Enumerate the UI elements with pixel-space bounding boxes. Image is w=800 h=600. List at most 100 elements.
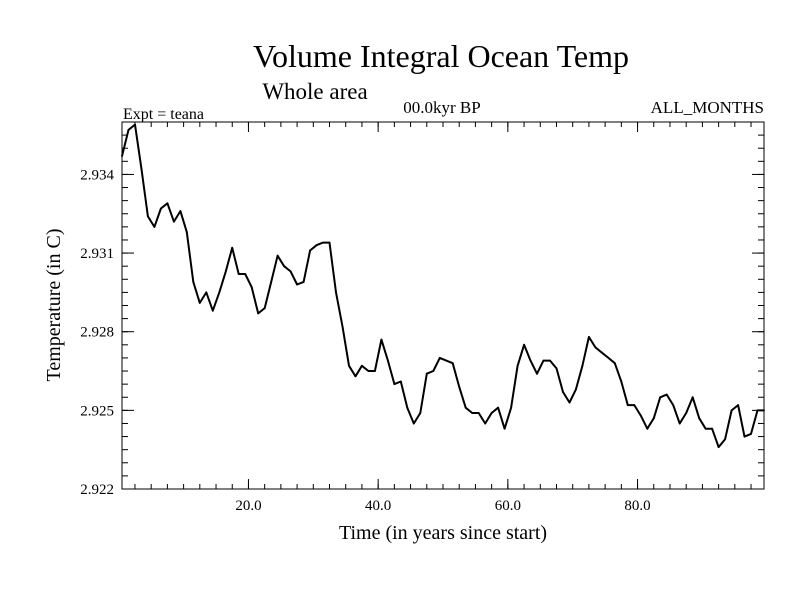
data-point bbox=[672, 404, 675, 406]
chart-subtitle: Whole area bbox=[262, 79, 367, 104]
data-point bbox=[302, 281, 305, 283]
y-tick-label: 2.925 bbox=[80, 403, 114, 419]
data-point bbox=[471, 412, 474, 414]
data-point bbox=[516, 364, 519, 367]
data-point bbox=[354, 375, 357, 378]
temperature-series-line bbox=[121, 123, 764, 449]
data-point bbox=[147, 215, 149, 218]
data-point bbox=[737, 404, 739, 406]
data-point bbox=[276, 254, 279, 257]
data-point bbox=[374, 370, 376, 372]
months-label: ALL_MONTHS bbox=[651, 98, 764, 117]
data-point bbox=[750, 433, 752, 435]
y-tick-label: 2.922 bbox=[80, 482, 114, 498]
x-tick-label: 80.0 bbox=[624, 498, 650, 514]
data-point bbox=[140, 168, 143, 171]
data-point bbox=[296, 283, 298, 286]
data-point bbox=[652, 417, 655, 420]
data-point bbox=[646, 427, 649, 430]
data-point bbox=[218, 291, 221, 294]
data-point bbox=[704, 427, 707, 430]
data-point bbox=[691, 396, 694, 399]
y-tick-label: 2.931 bbox=[80, 246, 114, 262]
data-point bbox=[665, 393, 668, 396]
data-point bbox=[153, 226, 156, 228]
data-point bbox=[711, 427, 713, 430]
data-point bbox=[250, 286, 253, 289]
data-point bbox=[432, 370, 435, 372]
data-point bbox=[367, 370, 370, 372]
data-point bbox=[134, 123, 136, 126]
data-point bbox=[678, 422, 681, 425]
data-point bbox=[438, 357, 441, 359]
experiment-label: Expt = teana bbox=[123, 106, 204, 123]
y-axis-label: Temperature (in C) bbox=[43, 229, 65, 382]
data-point bbox=[743, 435, 746, 438]
data-point bbox=[121, 155, 123, 158]
data-point bbox=[270, 281, 273, 283]
data-point bbox=[484, 422, 487, 425]
data-point bbox=[685, 412, 688, 414]
data-point bbox=[244, 273, 247, 275]
data-point bbox=[562, 391, 564, 393]
y-tick-label: 2.934 bbox=[80, 167, 114, 183]
data-point bbox=[464, 406, 467, 409]
data-point bbox=[425, 372, 428, 375]
data-point bbox=[179, 210, 182, 213]
data-point bbox=[166, 202, 169, 205]
data-point bbox=[198, 302, 201, 304]
data-point bbox=[211, 309, 214, 312]
data-point bbox=[341, 325, 344, 328]
data-point bbox=[536, 372, 538, 375]
data-point bbox=[361, 364, 363, 367]
data-point bbox=[659, 396, 662, 399]
data-point bbox=[335, 291, 337, 294]
data-point bbox=[445, 359, 448, 362]
data-point bbox=[380, 338, 383, 341]
data-point bbox=[412, 422, 415, 425]
data-point bbox=[639, 414, 642, 417]
data-point bbox=[503, 427, 506, 430]
data-point bbox=[289, 270, 292, 273]
data-point bbox=[231, 246, 234, 249]
data-point bbox=[458, 385, 461, 388]
data-point bbox=[406, 406, 409, 409]
data-point bbox=[185, 231, 188, 234]
data-point bbox=[626, 404, 629, 406]
data-point bbox=[490, 412, 493, 414]
data-point bbox=[224, 270, 227, 273]
data-point bbox=[763, 409, 765, 412]
chart-title: Volume Integral Ocean Temp bbox=[253, 38, 629, 74]
data-point bbox=[555, 367, 558, 370]
data-point bbox=[237, 273, 240, 275]
data-point bbox=[724, 438, 726, 441]
y-tick-label: 2.928 bbox=[80, 325, 114, 341]
data-point bbox=[257, 312, 260, 315]
data-points bbox=[121, 123, 765, 448]
data-point bbox=[607, 357, 610, 359]
data-point bbox=[581, 364, 584, 367]
x-axis-ticks: 20.0 40.0 60.0 80.0 bbox=[235, 122, 651, 514]
data-point bbox=[510, 406, 512, 409]
data-point bbox=[477, 412, 480, 414]
data-point bbox=[192, 281, 195, 283]
x-tick-label: 20.0 bbox=[235, 498, 261, 514]
data-point bbox=[594, 346, 597, 349]
plot-frame bbox=[121, 121, 765, 490]
minor-ticks bbox=[122, 121, 764, 490]
data-point bbox=[263, 307, 266, 309]
data-point bbox=[160, 207, 162, 210]
x-tick-label: 40.0 bbox=[365, 498, 391, 514]
data-point bbox=[549, 359, 551, 362]
data-point bbox=[393, 383, 396, 385]
data-point bbox=[613, 362, 616, 365]
data-point bbox=[523, 343, 525, 346]
data-point bbox=[529, 359, 532, 362]
data-point bbox=[322, 241, 324, 244]
x-tick-label: 60.0 bbox=[495, 498, 521, 514]
data-point bbox=[283, 265, 285, 268]
data-point bbox=[601, 351, 603, 354]
data-point bbox=[348, 364, 350, 367]
data-point bbox=[620, 380, 623, 383]
